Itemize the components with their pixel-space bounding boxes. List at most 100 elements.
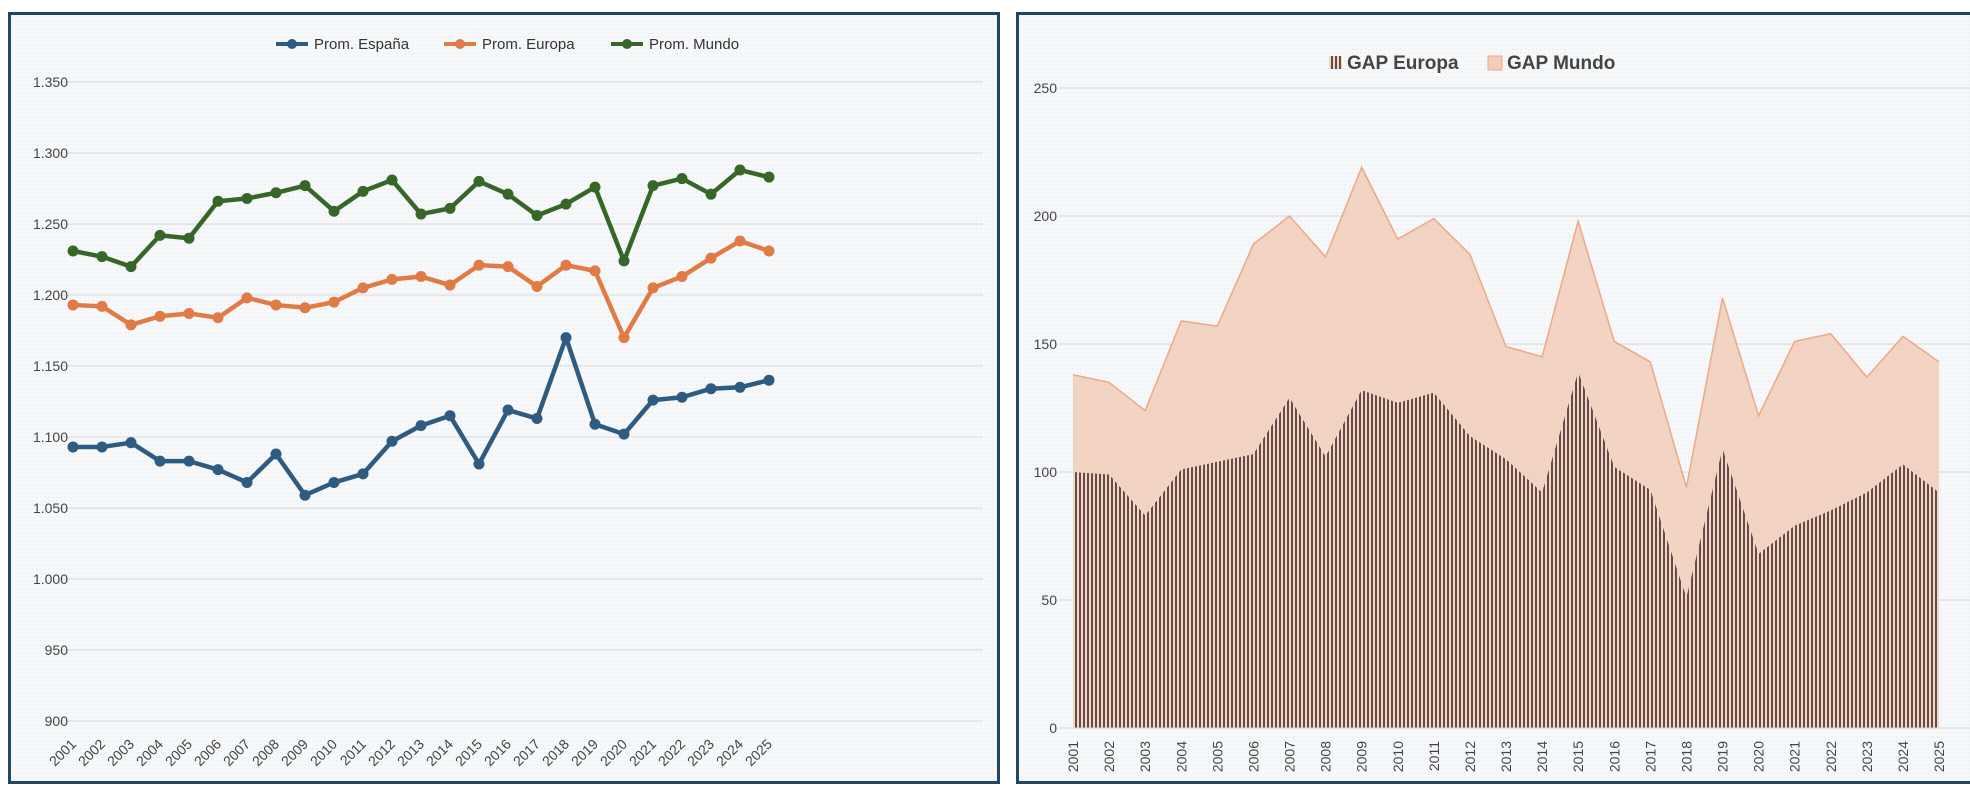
y-tick-label: 900 bbox=[45, 713, 69, 729]
data-point-prom-europa bbox=[502, 261, 514, 273]
area-gap-europa bbox=[1073, 372, 1939, 728]
legend-marker-prom-europa bbox=[455, 39, 465, 49]
x-tick-label: 2002 bbox=[75, 736, 108, 769]
y-tick-label: 950 bbox=[45, 642, 69, 658]
area-edge-gap-mundo bbox=[1072, 165, 1940, 488]
data-point-prom-mundo bbox=[154, 229, 166, 241]
x-tick-label: 2020 bbox=[1751, 741, 1767, 772]
x-tick-label: 2010 bbox=[1390, 741, 1406, 772]
x-tick-label: 2001 bbox=[46, 736, 79, 769]
data-point-prom-espa-a bbox=[676, 391, 688, 403]
data-point-prom-espa-a bbox=[183, 455, 195, 467]
y-tick-label: 1.150 bbox=[33, 358, 68, 374]
y-tick-label: 200 bbox=[1034, 208, 1058, 224]
data-point-prom-europa bbox=[241, 292, 253, 304]
x-tick-label: 2005 bbox=[162, 736, 195, 769]
legend-label-prom-europa: Prom. Europa bbox=[482, 36, 575, 53]
legend-marker-prom-mundo bbox=[622, 39, 632, 49]
data-point-prom-mundo bbox=[531, 209, 543, 221]
data-point-prom-espa-a bbox=[212, 464, 224, 476]
x-tick-label: 2023 bbox=[684, 736, 717, 769]
x-tick-label: 2024 bbox=[713, 736, 746, 769]
data-point-prom-europa bbox=[676, 271, 688, 283]
gridlines bbox=[59, 81, 983, 722]
x-tick-label: 2021 bbox=[1787, 741, 1803, 772]
area-chart: 0 50 100 150 200 250 2001 2002 2003 2004 2005 2006 2… bbox=[1034, 53, 1970, 772]
data-point-prom-espa-a bbox=[647, 394, 659, 406]
x-tick-label: 2002 bbox=[1101, 741, 1117, 772]
x-tick-label: 2019 bbox=[1715, 741, 1731, 772]
x-tick-label: 2025 bbox=[742, 736, 775, 769]
x-tick-label: 2011 bbox=[337, 736, 370, 769]
x-tick-label: 2023 bbox=[1859, 741, 1875, 772]
data-point-prom-espa-a bbox=[357, 468, 369, 480]
data-point-prom-mundo bbox=[705, 188, 717, 200]
y-tick-label: 100 bbox=[1034, 464, 1058, 480]
data-point-prom-espa-a bbox=[386, 435, 398, 447]
x-tick-label: 2017 bbox=[1642, 741, 1658, 772]
data-point-prom-espa-a bbox=[125, 437, 137, 449]
y-tick-label: 1.300 bbox=[33, 145, 68, 161]
series-line-prom-europa bbox=[72, 238, 770, 340]
x-tick-label: 2016 bbox=[1606, 741, 1622, 772]
data-point-prom-mundo bbox=[96, 251, 108, 263]
x-tick-label: 2003 bbox=[104, 736, 137, 769]
data-point-prom-europa bbox=[357, 282, 369, 294]
data-point-prom-europa bbox=[589, 265, 601, 277]
x-tick-label: 2011 bbox=[1426, 741, 1442, 771]
data-point-prom-mundo bbox=[299, 180, 311, 192]
data-point-prom-europa bbox=[212, 312, 224, 324]
data-point-prom-mundo bbox=[270, 187, 282, 199]
data-point-prom-europa bbox=[763, 245, 775, 257]
x-tick-label: 2015 bbox=[1570, 741, 1586, 772]
data-point-prom-mundo bbox=[357, 185, 369, 197]
data-point-prom-europa bbox=[183, 307, 195, 319]
data-point-prom-europa bbox=[705, 252, 717, 264]
data-point-prom-espa-a bbox=[589, 418, 601, 430]
line-chart: 900 950 1.000 1.050 1.100 1.150 1.200 1.250 1.30… bbox=[33, 36, 983, 769]
x-tick-label: 2017 bbox=[510, 736, 543, 769]
x-tick-label: 2012 bbox=[365, 736, 398, 769]
data-point-prom-mundo bbox=[241, 192, 253, 204]
legend-swatch-gap-europa bbox=[1329, 56, 1342, 69]
data-point-prom-mundo bbox=[415, 208, 427, 220]
data-point-prom-mundo bbox=[618, 255, 630, 267]
legend-marker-prom-espa-a bbox=[287, 39, 297, 49]
data-point-prom-mundo bbox=[444, 202, 456, 214]
data-point-prom-mundo bbox=[183, 232, 195, 244]
data-point-prom-europa bbox=[67, 299, 79, 311]
y-tick-label: 250 bbox=[1034, 80, 1058, 96]
x-tick-label: 2008 bbox=[249, 736, 282, 769]
legend-swatch-gap-mundo bbox=[1487, 55, 1503, 71]
y-tick-label: 1.050 bbox=[33, 500, 68, 516]
data-point-prom-mundo bbox=[125, 261, 137, 273]
data-point-prom-europa bbox=[270, 299, 282, 311]
data-point-prom-mundo bbox=[734, 164, 746, 176]
data-point-prom-europa bbox=[560, 259, 572, 271]
x-tick-label: 2025 bbox=[1931, 741, 1947, 772]
data-point-prom-europa bbox=[328, 296, 340, 308]
x-tick-label: 2007 bbox=[220, 736, 253, 769]
x-tick-label: 2018 bbox=[1678, 741, 1694, 772]
data-point-prom-europa bbox=[96, 300, 108, 312]
data-point-prom-mundo bbox=[763, 171, 775, 183]
data-point-prom-europa bbox=[618, 332, 630, 344]
data-point-prom-europa bbox=[125, 319, 137, 331]
data-point-prom-mundo bbox=[212, 195, 224, 207]
data-point-prom-europa bbox=[444, 279, 456, 291]
x-tick-label: 2022 bbox=[1823, 741, 1839, 772]
data-point-prom-espa-a bbox=[328, 476, 340, 488]
data-point-prom-mundo bbox=[473, 175, 485, 187]
x-tick-label: 2009 bbox=[1354, 741, 1370, 772]
data-point-prom-espa-a bbox=[270, 448, 282, 460]
y-tick-label: 1.200 bbox=[33, 287, 68, 303]
legend-label-prom-mundo: Prom. Mundo bbox=[649, 36, 739, 53]
y-tick-label: 50 bbox=[1041, 592, 1057, 608]
x-tick-label: 2003 bbox=[1137, 741, 1153, 772]
x-tick-label: 2008 bbox=[1318, 741, 1334, 772]
x-tick-label: 2018 bbox=[539, 736, 572, 769]
legend-label-prom-espa-a: Prom. España bbox=[314, 36, 410, 53]
data-point-prom-mundo bbox=[589, 181, 601, 193]
data-point-prom-europa bbox=[386, 273, 398, 285]
data-point-prom-mundo bbox=[386, 174, 398, 186]
